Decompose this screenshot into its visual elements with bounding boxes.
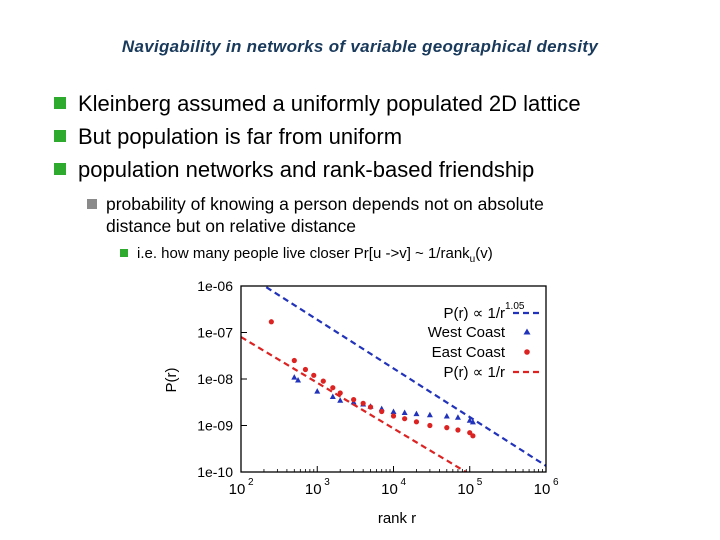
sub-sub-bullet-square-icon bbox=[120, 249, 128, 257]
west-coast-point bbox=[466, 417, 473, 423]
x-tick-exponent: 3 bbox=[324, 477, 330, 488]
sub-sub-bullet-text: i.e. how many people live closer Pr[u ->… bbox=[137, 245, 470, 262]
x-axis-label: rank r bbox=[378, 510, 416, 527]
west-coast-point bbox=[426, 411, 433, 418]
west-coast-point bbox=[337, 397, 344, 403]
west-coast-point bbox=[401, 409, 408, 416]
bullet-item: Kleinberg assumed a uniformly populated … bbox=[78, 91, 581, 116]
bullet-square-icon bbox=[54, 163, 66, 175]
legend-label: P(r) ∝ 1/r bbox=[443, 305, 505, 322]
west-coast-point bbox=[329, 393, 336, 400]
east-coast-point bbox=[302, 366, 309, 373]
bullet-square-icon bbox=[54, 130, 66, 142]
sub-bullet-square-icon bbox=[87, 199, 97, 209]
fit-line-0 bbox=[262, 286, 546, 467]
sub-sub-bullet-subscript: u bbox=[469, 254, 476, 265]
east-coast-point bbox=[291, 357, 297, 364]
legend-circle-swatch bbox=[524, 349, 530, 355]
x-tick-exponent: 4 bbox=[401, 477, 407, 488]
x-tick-label: 10 bbox=[305, 481, 322, 498]
sub-sub-bullet-suffix: (v) bbox=[475, 245, 493, 262]
east-coast-point bbox=[268, 319, 274, 325]
east-coast-point bbox=[379, 408, 385, 415]
east-coast-point bbox=[337, 390, 343, 396]
east-coast-point bbox=[390, 413, 397, 419]
slide-title: Navigability in networks of variable geo… bbox=[121, 37, 599, 56]
east-coast-point bbox=[351, 397, 357, 403]
sub-sub-bullet: i.e. how many people live closer Pr[u ->… bbox=[137, 245, 493, 269]
east-coast-point bbox=[311, 372, 317, 378]
sub-bullet-line-2: distance but on relative distance bbox=[106, 216, 357, 236]
legend-label: West Coast bbox=[428, 324, 506, 341]
x-tick-exponent: 6 bbox=[553, 477, 559, 488]
east-coast-point bbox=[427, 422, 433, 429]
west-coast-point bbox=[443, 413, 450, 419]
x-tick-label: 10 bbox=[229, 481, 246, 498]
y-tick-label: 1e-07 bbox=[197, 325, 233, 341]
y-tick-label: 1e-06 bbox=[197, 278, 233, 294]
legend-triangle-swatch bbox=[523, 328, 531, 335]
east-coast-point bbox=[413, 419, 420, 425]
bullet-item: But population is far from uniform bbox=[78, 124, 403, 149]
west-coast-point bbox=[469, 418, 476, 425]
fit-line-3 bbox=[241, 336, 469, 472]
y-axis-label: P(r) bbox=[163, 368, 180, 393]
east-coast-point bbox=[320, 378, 326, 384]
west-coast-point bbox=[413, 410, 420, 417]
y-tick-label: 1e-10 bbox=[197, 464, 233, 480]
west-coast-point bbox=[454, 414, 461, 420]
x-tick-label: 10 bbox=[457, 481, 474, 498]
east-coast-point bbox=[402, 416, 408, 422]
y-tick-label: 1e-09 bbox=[197, 418, 233, 434]
x-tick-label: 10 bbox=[534, 481, 551, 498]
legend-label-exponent: 1.05 bbox=[505, 301, 525, 312]
east-coast-point bbox=[455, 427, 461, 433]
bullet-item: population networks and rank-based frien… bbox=[78, 157, 535, 182]
east-coast-point bbox=[330, 385, 336, 391]
plot-area bbox=[241, 286, 546, 472]
east-coast-point bbox=[367, 404, 374, 410]
sub-bullet-line-1: probability of knowing a person depends … bbox=[106, 194, 544, 214]
west-coast-point bbox=[295, 377, 302, 383]
x-tick-label: 10 bbox=[381, 481, 398, 498]
west-coast-point bbox=[291, 374, 298, 380]
west-coast-point bbox=[390, 408, 397, 415]
west-coast-point bbox=[314, 388, 321, 394]
x-tick-exponent: 5 bbox=[477, 477, 483, 488]
y-tick-label: 1e-08 bbox=[197, 371, 233, 387]
legend-label: East Coast bbox=[432, 344, 506, 361]
x-tick-exponent: 2 bbox=[248, 477, 254, 488]
bullet-square-icon bbox=[54, 97, 66, 109]
east-coast-point bbox=[444, 425, 450, 431]
east-coast-point bbox=[470, 433, 476, 439]
east-coast-point bbox=[360, 400, 366, 406]
legend-label: P(r) ∝ 1/r bbox=[443, 364, 505, 381]
